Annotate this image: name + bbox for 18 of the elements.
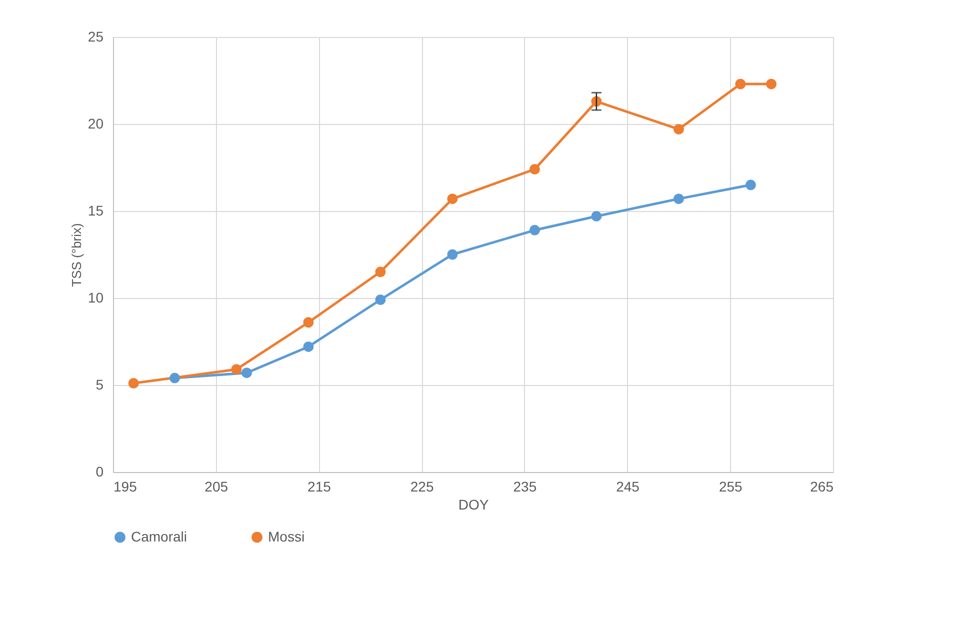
x-tick-label: 225 [410, 478, 434, 494]
legend-label: Mossi [268, 528, 305, 544]
y-tick-label: 0 [96, 464, 104, 480]
y-tick-label: 20 [88, 116, 104, 132]
x-tick-label: 235 [513, 478, 537, 494]
x-tick-label: 245 [616, 478, 640, 494]
legend-label: Camorali [131, 528, 188, 544]
y-tick-label: 10 [88, 290, 104, 306]
y-tick-label: 15 [88, 202, 104, 218]
y-tick-label: 25 [88, 28, 104, 44]
x-tick-label: 205 [204, 478, 228, 494]
x-axis-title: DOY [458, 496, 490, 512]
x-tick-label: 265 [810, 478, 834, 494]
x-tick-label: 255 [718, 478, 743, 494]
x-tick-label: 195 [114, 478, 138, 494]
x-tick-label: 215 [308, 478, 332, 494]
y-axis-title: TSS (°brix) [68, 223, 84, 287]
y-tick-label: 5 [96, 376, 104, 392]
